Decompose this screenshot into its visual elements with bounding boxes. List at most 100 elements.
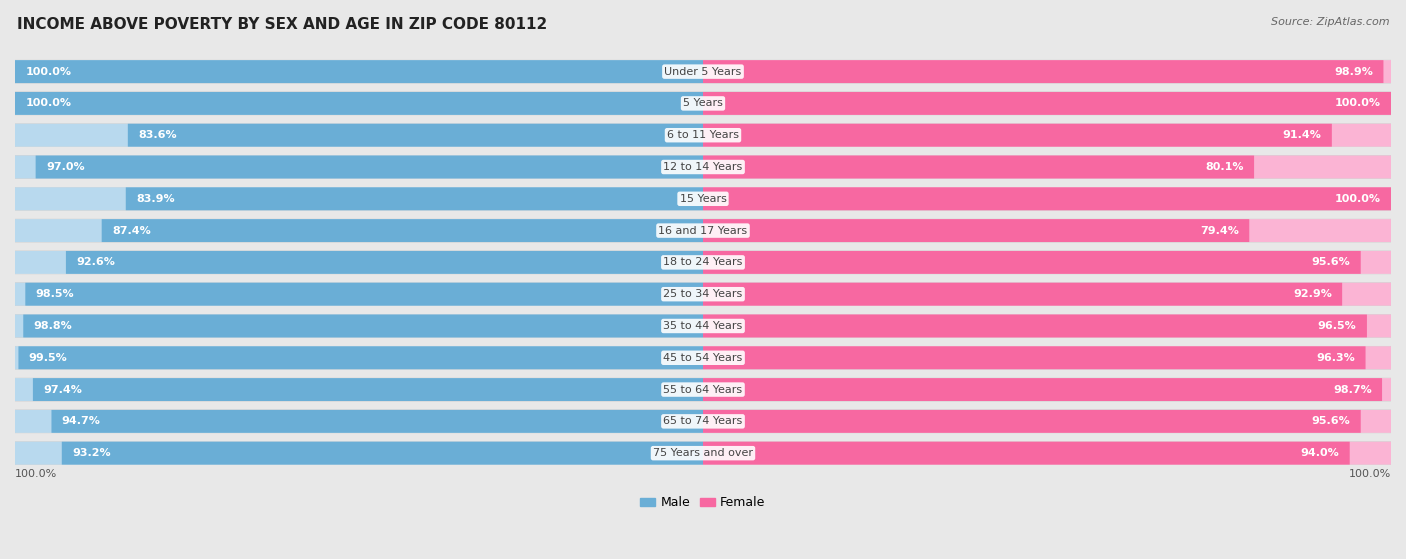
- FancyBboxPatch shape: [24, 315, 703, 338]
- FancyBboxPatch shape: [703, 155, 1391, 178]
- FancyBboxPatch shape: [66, 251, 703, 274]
- Text: 95.6%: 95.6%: [1312, 257, 1350, 267]
- FancyBboxPatch shape: [15, 92, 703, 115]
- FancyBboxPatch shape: [703, 60, 1384, 83]
- FancyBboxPatch shape: [128, 124, 703, 146]
- FancyBboxPatch shape: [703, 315, 1391, 338]
- Text: 100.0%: 100.0%: [1334, 194, 1381, 204]
- FancyBboxPatch shape: [15, 378, 703, 401]
- FancyBboxPatch shape: [15, 219, 1391, 242]
- FancyBboxPatch shape: [703, 442, 1391, 465]
- Text: Under 5 Years: Under 5 Years: [665, 67, 741, 77]
- FancyBboxPatch shape: [15, 124, 1391, 146]
- FancyBboxPatch shape: [703, 251, 1391, 274]
- Text: 95.6%: 95.6%: [1312, 416, 1350, 427]
- Text: 75 Years and over: 75 Years and over: [652, 448, 754, 458]
- FancyBboxPatch shape: [15, 187, 703, 210]
- FancyBboxPatch shape: [703, 219, 1250, 242]
- Text: 96.3%: 96.3%: [1316, 353, 1355, 363]
- Text: 98.9%: 98.9%: [1334, 67, 1374, 77]
- FancyBboxPatch shape: [15, 155, 1391, 178]
- Text: 98.7%: 98.7%: [1333, 385, 1372, 395]
- Text: 97.4%: 97.4%: [44, 385, 82, 395]
- FancyBboxPatch shape: [703, 347, 1391, 369]
- Text: 6 to 11 Years: 6 to 11 Years: [666, 130, 740, 140]
- Text: 91.4%: 91.4%: [1282, 130, 1322, 140]
- Text: 5 Years: 5 Years: [683, 98, 723, 108]
- Text: 18 to 24 Years: 18 to 24 Years: [664, 257, 742, 267]
- Legend: Male, Female: Male, Female: [636, 491, 770, 514]
- Text: 100.0%: 100.0%: [25, 67, 72, 77]
- Text: 97.0%: 97.0%: [46, 162, 84, 172]
- FancyBboxPatch shape: [15, 378, 1391, 401]
- FancyBboxPatch shape: [15, 155, 703, 178]
- Text: 94.7%: 94.7%: [62, 416, 101, 427]
- Text: Source: ZipAtlas.com: Source: ZipAtlas.com: [1271, 17, 1389, 27]
- Text: 55 to 64 Years: 55 to 64 Years: [664, 385, 742, 395]
- Text: 98.5%: 98.5%: [35, 289, 75, 299]
- FancyBboxPatch shape: [15, 283, 703, 306]
- FancyBboxPatch shape: [15, 92, 703, 115]
- FancyBboxPatch shape: [703, 315, 1367, 338]
- FancyBboxPatch shape: [25, 283, 703, 306]
- FancyBboxPatch shape: [703, 219, 1391, 242]
- Text: 100.0%: 100.0%: [15, 469, 58, 479]
- FancyBboxPatch shape: [15, 315, 1391, 338]
- Text: 16 and 17 Years: 16 and 17 Years: [658, 226, 748, 235]
- FancyBboxPatch shape: [703, 410, 1391, 433]
- Text: 65 to 74 Years: 65 to 74 Years: [664, 416, 742, 427]
- Text: 100.0%: 100.0%: [1334, 98, 1381, 108]
- FancyBboxPatch shape: [32, 378, 703, 401]
- FancyBboxPatch shape: [703, 251, 1361, 274]
- FancyBboxPatch shape: [703, 378, 1382, 401]
- FancyBboxPatch shape: [15, 315, 703, 338]
- Text: 83.6%: 83.6%: [138, 130, 177, 140]
- FancyBboxPatch shape: [703, 442, 1350, 465]
- FancyBboxPatch shape: [35, 155, 703, 178]
- Text: 96.5%: 96.5%: [1317, 321, 1357, 331]
- FancyBboxPatch shape: [703, 378, 1391, 401]
- FancyBboxPatch shape: [15, 347, 703, 369]
- FancyBboxPatch shape: [703, 283, 1343, 306]
- FancyBboxPatch shape: [15, 442, 703, 465]
- FancyBboxPatch shape: [15, 347, 1391, 369]
- FancyBboxPatch shape: [703, 92, 1391, 115]
- Text: 45 to 54 Years: 45 to 54 Years: [664, 353, 742, 363]
- FancyBboxPatch shape: [15, 251, 1391, 274]
- Text: 25 to 34 Years: 25 to 34 Years: [664, 289, 742, 299]
- FancyBboxPatch shape: [15, 410, 1391, 433]
- FancyBboxPatch shape: [703, 410, 1361, 433]
- Text: 15 Years: 15 Years: [679, 194, 727, 204]
- FancyBboxPatch shape: [15, 60, 1391, 83]
- FancyBboxPatch shape: [703, 60, 1391, 83]
- Text: 94.0%: 94.0%: [1301, 448, 1340, 458]
- FancyBboxPatch shape: [15, 251, 703, 274]
- Text: 98.8%: 98.8%: [34, 321, 72, 331]
- FancyBboxPatch shape: [703, 124, 1331, 146]
- FancyBboxPatch shape: [15, 92, 1391, 115]
- FancyBboxPatch shape: [15, 124, 703, 146]
- FancyBboxPatch shape: [15, 410, 703, 433]
- FancyBboxPatch shape: [125, 187, 703, 210]
- FancyBboxPatch shape: [15, 60, 703, 83]
- Text: INCOME ABOVE POVERTY BY SEX AND AGE IN ZIP CODE 80112: INCOME ABOVE POVERTY BY SEX AND AGE IN Z…: [17, 17, 547, 32]
- Text: 100.0%: 100.0%: [1348, 469, 1391, 479]
- Text: 35 to 44 Years: 35 to 44 Years: [664, 321, 742, 331]
- Text: 83.9%: 83.9%: [136, 194, 174, 204]
- FancyBboxPatch shape: [15, 442, 1391, 465]
- FancyBboxPatch shape: [15, 283, 1391, 306]
- Text: 80.1%: 80.1%: [1205, 162, 1244, 172]
- FancyBboxPatch shape: [101, 219, 703, 242]
- Text: 92.9%: 92.9%: [1294, 289, 1331, 299]
- FancyBboxPatch shape: [703, 187, 1391, 210]
- Text: 92.6%: 92.6%: [76, 257, 115, 267]
- FancyBboxPatch shape: [703, 92, 1391, 115]
- FancyBboxPatch shape: [18, 347, 703, 369]
- FancyBboxPatch shape: [15, 60, 703, 83]
- Text: 100.0%: 100.0%: [25, 98, 72, 108]
- FancyBboxPatch shape: [15, 187, 1391, 210]
- FancyBboxPatch shape: [52, 410, 703, 433]
- Text: 93.2%: 93.2%: [72, 448, 111, 458]
- Text: 87.4%: 87.4%: [112, 226, 150, 235]
- Text: 12 to 14 Years: 12 to 14 Years: [664, 162, 742, 172]
